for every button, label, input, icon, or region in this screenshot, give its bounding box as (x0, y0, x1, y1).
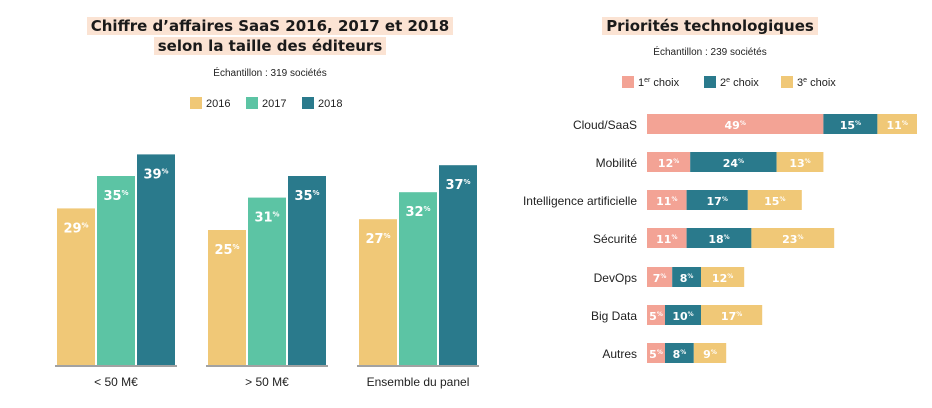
stack-2-0 (823, 114, 878, 134)
bar-label-2017-2: 32% (405, 205, 430, 220)
stack-label-2-6: 8% (673, 348, 687, 361)
stack-3-5 (701, 305, 763, 325)
stack-3-6 (693, 343, 727, 363)
row-label-0: Cloud/SaaS (573, 118, 637, 132)
stack-3-3 (751, 228, 835, 248)
legend-label-2018: 2018 (318, 98, 342, 110)
legend-label-2016: 2016 (206, 98, 230, 110)
category-label-1: > 50 M€ (245, 375, 289, 389)
stack-label-2-0: 15% (840, 119, 861, 132)
bar-2018-2 (439, 165, 477, 365)
stack-3-1 (776, 152, 824, 172)
stack-label-1-1: 12% (658, 157, 679, 170)
stack-3-2 (747, 190, 802, 210)
stack-label-1-5: 5% (649, 310, 663, 323)
legend-label-choice-1: 1er choix (638, 77, 680, 89)
stack-label-2-1: 24% (723, 157, 744, 170)
bar-2016-2 (359, 219, 397, 365)
left-chart-title-line2: selon la taille des éditeurs (153, 37, 387, 55)
legend-swatch-choice-3 (781, 76, 793, 88)
category-label-2: Ensemble du panel (367, 375, 470, 389)
stack-label-2-5: 10% (672, 310, 693, 323)
stack-3-4 (701, 267, 745, 287)
legend-swatch-2018 (302, 97, 314, 109)
stack-1-3 (647, 228, 687, 248)
bar-label-2017-1: 31% (254, 211, 279, 226)
stack-1-4 (647, 267, 673, 287)
stack-label-2-2: 17% (707, 195, 728, 208)
right-chart-title: Priorités technologiques (580, 16, 840, 36)
left-chart-sample: Échantillon : 319 sociétés (213, 68, 327, 79)
legend-swatch-choice-2 (704, 76, 716, 88)
stack-2-6 (665, 343, 694, 363)
stack-label-3-6: 9% (703, 348, 717, 361)
stack-1-6 (647, 343, 665, 363)
stack-label-3-5: 17% (721, 310, 742, 323)
stack-label-2-4: 8% (680, 272, 694, 285)
stack-2-1 (690, 152, 777, 172)
stack-label-2-3: 18% (708, 233, 729, 246)
stack-1-2 (647, 190, 687, 210)
bar-label-2018-1: 35% (294, 189, 319, 204)
right-chart-sample: Échantillon : 239 sociétés (653, 47, 767, 58)
left-chart-title-line1: Chiffre d’affaires SaaS 2016, 2017 et 20… (86, 17, 454, 35)
bar-label-2016-0: 29% (63, 221, 88, 236)
legend-swatch-choice-1 (622, 76, 634, 88)
row-label-4: DevOps (594, 271, 637, 285)
stack-3-0 (877, 114, 917, 134)
bar-2018-1 (288, 176, 326, 365)
stack-label-1-4: 7% (653, 272, 667, 285)
stack-label-1-6: 5% (649, 348, 663, 361)
stack-label-1-3: 11% (656, 233, 677, 246)
stack-label-1-2: 11% (656, 195, 677, 208)
bar-label-2016-2: 27% (365, 232, 390, 247)
stack-1-5 (647, 305, 665, 325)
legend-label-2017: 2017 (262, 98, 286, 110)
bar-2017-1 (248, 197, 286, 365)
stack-2-3 (686, 228, 752, 248)
row-label-1: Mobilité (596, 156, 638, 170)
left-chart-title: Chiffre d’affaires SaaS 2016, 2017 et 20… (60, 16, 480, 56)
stack-2-2 (686, 190, 748, 210)
category-label-0: < 50 M€ (94, 375, 138, 389)
bar-2016-1 (208, 230, 246, 365)
stack-label-3-2: 15% (764, 195, 785, 208)
right-chart-title-text: Priorités technologiques (602, 17, 818, 35)
stack-1-0 (647, 114, 824, 134)
stack-label-3-1: 13% (789, 157, 810, 170)
legend-label-choice-2: 2e choix (720, 77, 759, 89)
bar-label-2018-0: 39% (143, 167, 168, 182)
bar-2017-0 (97, 176, 135, 365)
bar-label-2017-0: 35% (103, 189, 128, 204)
legend-label-choice-3: 3e choix (797, 77, 836, 89)
bar-2017-2 (399, 192, 437, 365)
row-label-3: Sécurité (593, 232, 637, 246)
stack-label-3-0: 11% (887, 119, 908, 132)
stack-2-5 (665, 305, 701, 325)
stack-label-3-3: 23% (782, 233, 803, 246)
bar-label-2018-2: 37% (445, 178, 470, 193)
bar-2018-0 (137, 154, 175, 365)
bar-2016-0 (57, 208, 95, 365)
legend-swatch-2017 (246, 97, 258, 109)
stack-label-3-4: 12% (712, 272, 733, 285)
legend-swatch-2016 (190, 97, 202, 109)
row-label-5: Big Data (591, 309, 637, 323)
stack-2-4 (672, 267, 701, 287)
row-label-6: Autres (602, 347, 637, 361)
stack-label-1-0: 49% (725, 119, 746, 132)
stack-1-1 (647, 152, 691, 172)
bar-label-2016-1: 25% (214, 243, 239, 258)
row-label-2: Intelligence artificielle (523, 194, 637, 208)
